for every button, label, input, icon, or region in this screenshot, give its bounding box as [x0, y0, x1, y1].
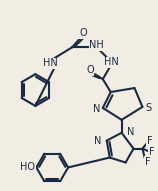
Text: N: N	[93, 104, 100, 114]
Text: HO: HO	[20, 163, 35, 172]
Text: NH: NH	[89, 40, 104, 50]
Text: HN: HN	[104, 57, 119, 67]
Text: F: F	[145, 156, 150, 167]
Text: HN: HN	[43, 58, 58, 68]
Text: F: F	[149, 146, 154, 157]
Text: O: O	[86, 65, 94, 75]
Text: O: O	[79, 28, 87, 38]
Text: N: N	[127, 127, 134, 137]
Text: S: S	[145, 103, 152, 113]
Text: N: N	[94, 136, 102, 146]
Text: F: F	[147, 136, 152, 146]
